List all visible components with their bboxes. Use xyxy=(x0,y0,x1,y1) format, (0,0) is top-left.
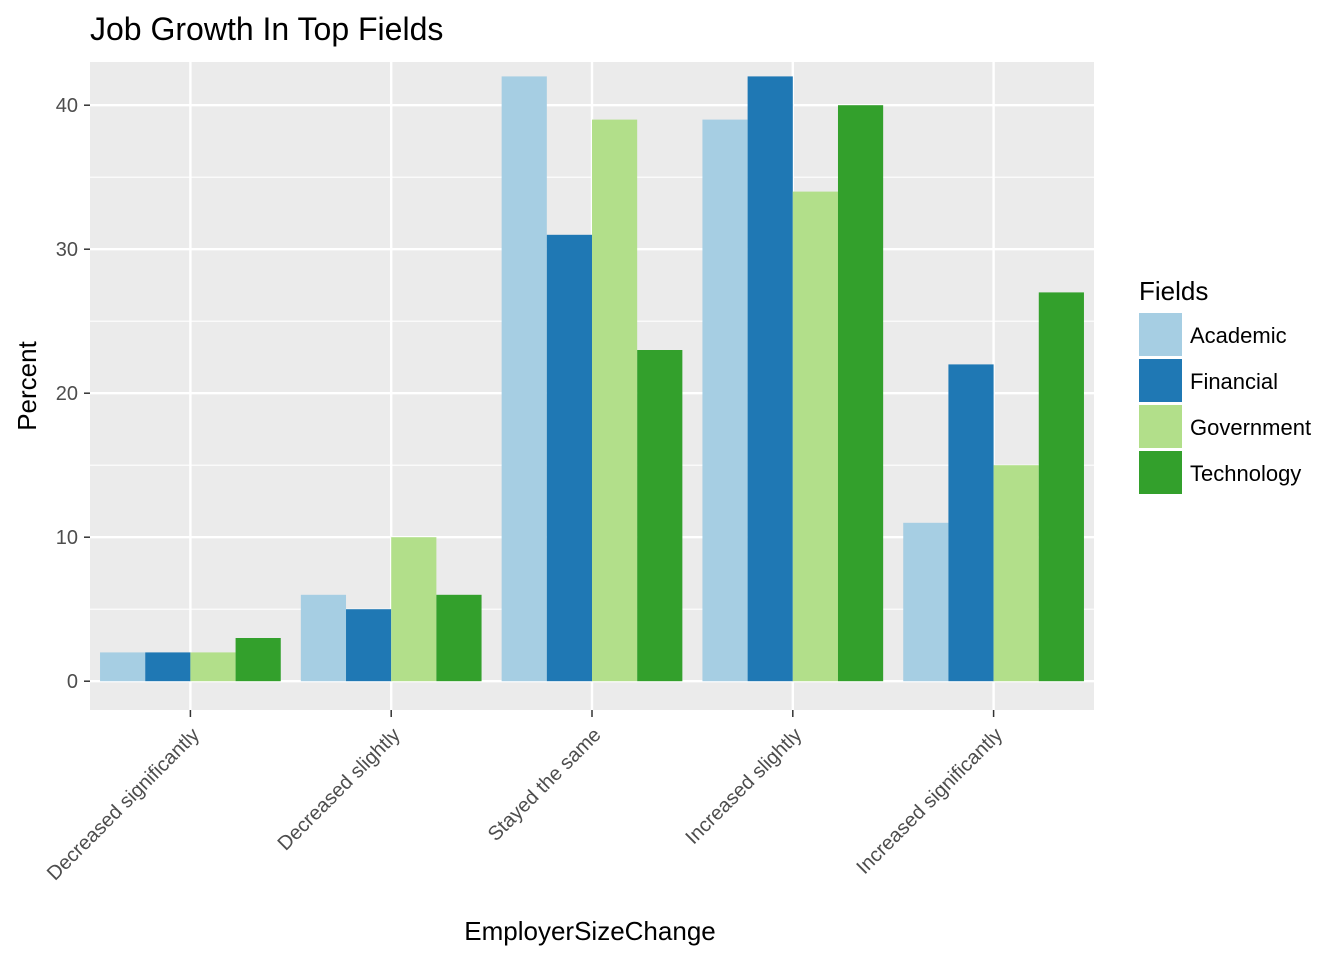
bar-technology-2 xyxy=(436,594,482,682)
bar-government-4 xyxy=(792,191,838,682)
bar-government-3 xyxy=(592,119,638,682)
y-tick-label: 0 xyxy=(67,671,78,693)
bar-academic-3 xyxy=(501,76,547,682)
x-tick-label: Increased significantly xyxy=(852,724,1007,879)
y-tick-label: 10 xyxy=(56,527,78,549)
bar-financial-4 xyxy=(747,76,793,682)
y-axis: 0 10 20 30 40 xyxy=(56,95,90,693)
bar-technology-3 xyxy=(637,350,683,682)
bar-academic-4 xyxy=(702,119,748,682)
legend-key-academic xyxy=(1139,313,1182,356)
legend-label-government: Government xyxy=(1190,415,1311,440)
bar-academic-5 xyxy=(903,522,949,682)
legend-label-technology: Technology xyxy=(1190,461,1301,486)
y-axis-title: Percent xyxy=(12,340,42,430)
chart-title: Job Growth In Top Fields xyxy=(90,11,443,47)
bar-government-1 xyxy=(190,652,236,682)
y-tick-label: 20 xyxy=(56,383,78,405)
legend-label-academic: Academic xyxy=(1190,323,1287,348)
x-tick-label: Stayed the same xyxy=(484,724,606,846)
bar-financial-3 xyxy=(546,234,592,682)
x-tick-label: Increased slightly xyxy=(682,724,807,849)
y-tick-label: 30 xyxy=(56,239,78,261)
bar-technology-5 xyxy=(1038,292,1084,682)
bar-financial-1 xyxy=(145,652,191,682)
legend-title: Fields xyxy=(1139,276,1208,306)
legend-key-financial xyxy=(1139,359,1182,402)
bar-technology-1 xyxy=(235,638,281,682)
x-axis: Decreased significantly Decreased slightl… xyxy=(43,710,1007,885)
bar-government-2 xyxy=(391,537,437,682)
bar-academic-1 xyxy=(100,652,146,682)
legend: Fields Academic Financial Government Techno… xyxy=(1139,276,1311,494)
legend-key-technology xyxy=(1139,451,1182,494)
y-tick-label: 40 xyxy=(56,95,78,117)
bar-financial-5 xyxy=(948,364,994,682)
bar-technology-4 xyxy=(837,105,884,682)
legend-label-financial: Financial xyxy=(1190,369,1278,394)
x-axis-title: EmployerSizeChange xyxy=(464,916,715,946)
bar-financial-2 xyxy=(346,609,392,682)
x-tick-label: Decreased significantly xyxy=(43,724,204,885)
bar-academic-2 xyxy=(300,594,347,682)
bars xyxy=(100,76,1084,682)
bar-government-5 xyxy=(993,465,1039,682)
x-tick-label: Decreased slightly xyxy=(274,724,405,855)
legend-key-government xyxy=(1139,405,1182,448)
